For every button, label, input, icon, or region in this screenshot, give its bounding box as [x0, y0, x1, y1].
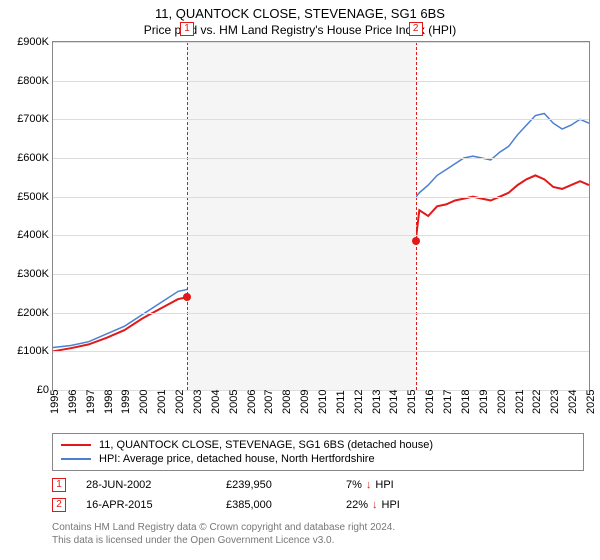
- sale-diff-pct: 22%: [346, 499, 368, 511]
- x-axis-label: 2018: [460, 390, 472, 414]
- x-axis-label: 2012: [353, 390, 365, 414]
- x-axis-label: 2010: [317, 390, 329, 414]
- sale-diff: 22% ↓ HPI: [346, 499, 400, 511]
- x-axis-label: 2002: [174, 390, 186, 414]
- arrow-down-icon: ↓: [372, 499, 378, 511]
- x-axis-label: 2019: [478, 390, 490, 414]
- sale-marker-label: 1: [180, 22, 194, 36]
- x-axis-label: 2008: [281, 390, 293, 414]
- sale-diff-pct: 7%: [346, 479, 362, 491]
- legend-item: HPI: Average price, detached house, Nort…: [61, 452, 575, 466]
- sale-row: 1 28-JUN-2002£239,9507% ↓HPI: [52, 475, 584, 495]
- sale-index-badge: 2: [52, 498, 66, 512]
- x-axis-label: 1999: [120, 390, 132, 414]
- x-axis-label: 2025: [585, 390, 597, 414]
- x-axis-label: 2004: [210, 390, 222, 414]
- y-axis-label: £100K: [17, 345, 53, 357]
- legend-swatch: [61, 458, 91, 460]
- x-axis-label: 2021: [514, 390, 526, 414]
- sale-date: 16-APR-2015: [86, 499, 226, 511]
- x-axis-label: 2003: [192, 390, 204, 414]
- x-axis-label: 2001: [156, 390, 168, 414]
- y-axis-label: £700K: [17, 113, 53, 125]
- sale-diff-label: HPI: [375, 479, 393, 491]
- chart-subtitle: Price paid vs. HM Land Registry's House …: [0, 21, 600, 41]
- x-axis-label: 2020: [496, 390, 508, 414]
- price-chart: 12£0£100K£200K£300K£400K£500K£600K£700K£…: [52, 41, 590, 391]
- sale-price: £385,000: [226, 499, 346, 511]
- y-axis-label: £900K: [17, 36, 53, 48]
- y-axis-label: £500K: [17, 191, 53, 203]
- footer-attribution: Contains HM Land Registry data © Crown c…: [52, 521, 584, 547]
- legend-swatch: [61, 444, 91, 446]
- x-axis-label: 2011: [335, 390, 347, 414]
- x-axis-label: 2005: [228, 390, 240, 414]
- footer-line: Contains HM Land Registry data © Crown c…: [52, 521, 584, 534]
- y-axis-label: £200K: [17, 307, 53, 319]
- sale-marker-dot: [183, 293, 191, 301]
- sales-table: 128-JUN-2002£239,9507%↓HPI216-APR-2015£3…: [52, 475, 584, 515]
- x-axis-label: 1997: [85, 390, 97, 414]
- sale-price: £239,950: [226, 479, 346, 491]
- x-axis-label: 2014: [388, 390, 400, 414]
- x-axis-label: 2022: [531, 390, 543, 414]
- y-axis-label: £300K: [17, 268, 53, 280]
- x-axis-label: 2007: [263, 390, 275, 414]
- x-axis-label: 2015: [406, 390, 418, 414]
- legend-box: 11, QUANTOCK CLOSE, STEVENAGE, SG1 6BS (…: [52, 433, 584, 471]
- y-axis-label: £600K: [17, 152, 53, 164]
- legend-label: 11, QUANTOCK CLOSE, STEVENAGE, SG1 6BS (…: [99, 439, 433, 451]
- x-axis-label: 2016: [424, 390, 436, 414]
- x-axis-label: 1995: [49, 390, 61, 414]
- x-axis-label: 2006: [246, 390, 258, 414]
- x-axis-label: 2024: [567, 390, 579, 414]
- x-axis-label: 1998: [103, 390, 115, 414]
- sale-diff: 7% ↓HPI: [346, 479, 394, 491]
- x-axis-label: 2017: [442, 390, 454, 414]
- legend-item: 11, QUANTOCK CLOSE, STEVENAGE, SG1 6BS (…: [61, 438, 575, 452]
- x-axis-label: 2000: [138, 390, 150, 414]
- x-axis-label: 2009: [299, 390, 311, 414]
- chart-title: 11, QUANTOCK CLOSE, STEVENAGE, SG1 6BS: [0, 0, 600, 21]
- sale-row: 2 16-APR-2015£385,00022% ↓ HPI: [52, 495, 584, 515]
- x-axis-label: 2013: [371, 390, 383, 414]
- x-axis-label: 1996: [67, 390, 79, 414]
- legend-label: HPI: Average price, detached house, Nort…: [99, 453, 375, 465]
- y-axis-label: £400K: [17, 229, 53, 241]
- sale-marker-label: 2: [409, 22, 423, 36]
- sale-index-badge: 1: [52, 478, 66, 492]
- sale-date: 28-JUN-2002: [86, 479, 226, 491]
- x-axis-label: 2023: [549, 390, 561, 414]
- arrow-down-icon: ↓: [366, 479, 372, 491]
- sale-marker-dot: [412, 237, 420, 245]
- y-axis-label: £800K: [17, 75, 53, 87]
- footer-line: This data is licensed under the Open Gov…: [52, 534, 584, 547]
- sale-diff-label: HPI: [382, 499, 400, 511]
